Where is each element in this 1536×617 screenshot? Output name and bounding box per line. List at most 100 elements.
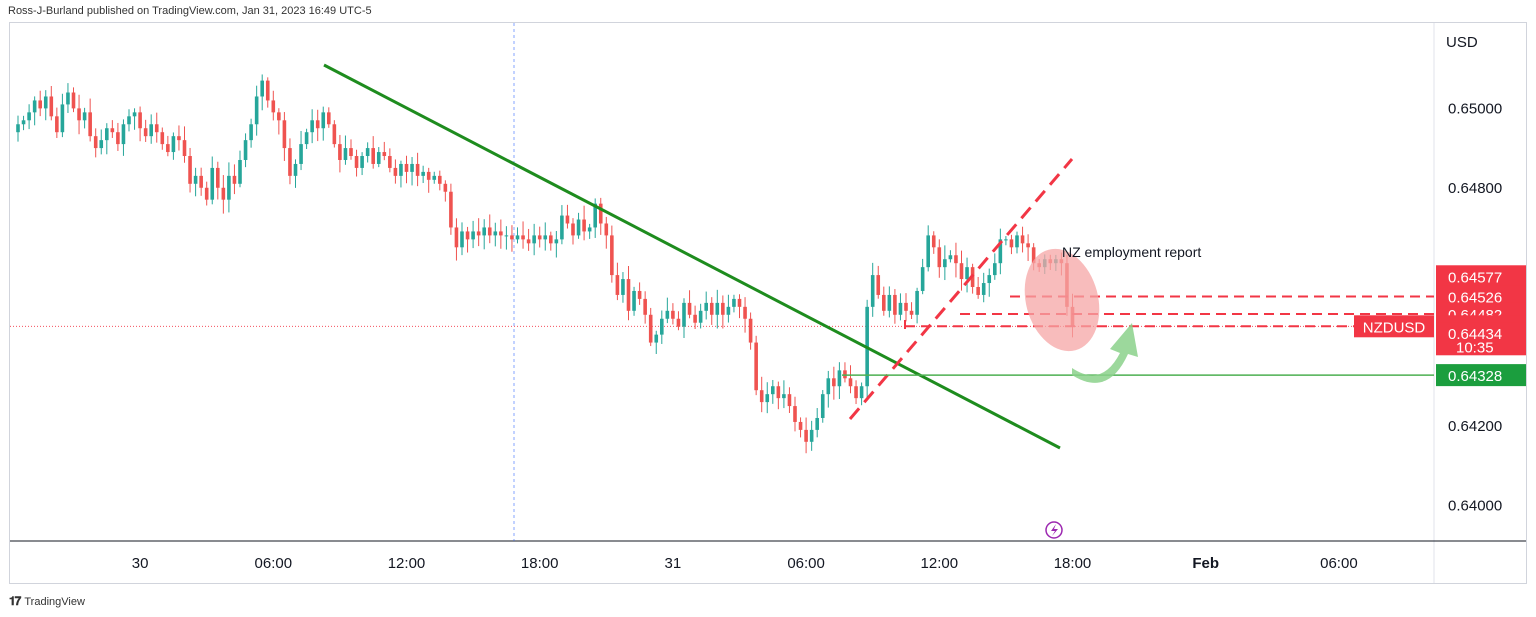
candle-body — [249, 124, 253, 141]
candle-body — [959, 263, 964, 280]
candle-body — [77, 108, 81, 121]
candle-body — [321, 112, 326, 129]
candle-body — [704, 302, 708, 311]
event-label: NZ employment report — [1062, 244, 1201, 260]
price-badge — [1436, 285, 1526, 308]
x-tick-label: 12:00 — [921, 555, 959, 572]
candle-body — [737, 298, 742, 307]
price-badge-label: 0.64434 — [1448, 326, 1502, 343]
candle-body — [576, 219, 581, 236]
candle-body — [282, 120, 287, 149]
candle-body — [354, 156, 359, 168]
candle-body — [393, 167, 398, 176]
candle-body — [32, 100, 37, 113]
candle-body — [582, 219, 586, 232]
candle-body — [748, 318, 753, 343]
candle-body — [721, 302, 725, 315]
candle-body — [537, 235, 542, 240]
candle-body — [204, 187, 209, 200]
candle-body — [998, 239, 1003, 264]
candle-body — [221, 187, 226, 200]
footer-brand[interactable]: 𝟏𝟕 TradingView — [9, 594, 85, 609]
y-tick-label: 0.65000 — [1448, 100, 1502, 117]
candle-body — [254, 96, 259, 125]
tradingview-logo-icon: 𝟏𝟕 — [9, 594, 21, 608]
candle-body — [981, 283, 986, 295]
candle-body — [260, 80, 264, 97]
candle-body — [288, 148, 292, 176]
candle-body — [293, 163, 298, 176]
candle-body — [693, 314, 697, 323]
candle-body — [632, 290, 636, 311]
x-tick-label: 18:00 — [1054, 555, 1092, 572]
price-badge — [1436, 364, 1526, 387]
candle-body — [382, 152, 387, 157]
candle-body — [66, 92, 70, 105]
candle-body — [709, 302, 714, 315]
candle-body — [1015, 235, 1019, 248]
candle-body — [660, 318, 664, 335]
candle-body — [327, 112, 331, 125]
x-tick-label: Feb — [1192, 555, 1219, 572]
candle-body — [116, 132, 120, 145]
candle-body — [743, 306, 747, 319]
candle-body — [648, 314, 653, 343]
candle-body — [904, 302, 908, 311]
candle-body — [304, 132, 309, 145]
candle-body — [349, 148, 353, 157]
candle-body — [931, 235, 936, 248]
candle-body — [715, 302, 720, 315]
candle-body — [454, 227, 459, 248]
candle-body — [171, 136, 176, 153]
currency-label: USD — [1446, 34, 1478, 51]
candle-body — [49, 96, 54, 117]
candle-body — [782, 394, 786, 399]
candle-body — [1020, 235, 1025, 244]
candle-body — [88, 112, 92, 137]
candle-body — [732, 298, 736, 307]
price-chart[interactable]: USD 0.65000 0.64800 0.64200 0.64000 30 06:00 12… — [10, 23, 1526, 583]
candle-body — [93, 136, 98, 149]
candle-body — [765, 394, 770, 403]
x-tick-label: 30 — [132, 555, 149, 572]
candle-body — [554, 239, 559, 244]
candle-body — [265, 80, 270, 101]
price-badge — [1436, 265, 1526, 288]
candle-body — [793, 406, 797, 422]
candle-body — [521, 235, 525, 240]
candle-body — [166, 144, 170, 153]
candle-body — [504, 235, 509, 237]
candle-body — [882, 294, 886, 311]
candle-body — [637, 290, 642, 299]
candle-body — [160, 132, 165, 145]
candle-body — [16, 124, 20, 133]
candle-body — [1004, 239, 1008, 241]
candle-body — [27, 112, 31, 121]
candle-body — [682, 302, 686, 327]
candle-body — [487, 227, 492, 236]
x-tick-label: 06:00 — [255, 555, 293, 572]
lightning-bolt — [1051, 524, 1058, 536]
candle-body — [371, 148, 375, 164]
candle-body — [787, 394, 792, 407]
candle-body — [154, 124, 159, 133]
symbol-badge-label: NZDUSD — [1363, 319, 1426, 336]
candle-body — [615, 275, 620, 295]
candle-body — [216, 167, 220, 188]
candle-body — [843, 370, 847, 379]
candle-body — [565, 215, 570, 224]
candle-body — [610, 235, 614, 276]
candle-body — [482, 227, 486, 236]
price-badge-label: 0.64577 — [1448, 269, 1502, 286]
candle-body — [887, 294, 892, 311]
candle-body — [376, 152, 381, 164]
candle-body — [771, 386, 775, 395]
chart-frame[interactable]: USD 0.65000 0.64800 0.64200 0.64000 30 06:00 12… — [9, 22, 1527, 584]
candle-body — [193, 175, 198, 184]
y-tick-label: 0.64800 — [1448, 180, 1502, 197]
candle-body — [1031, 247, 1036, 264]
candle-body — [499, 231, 503, 236]
candle-body — [943, 259, 947, 268]
candle-body — [898, 302, 903, 315]
candle-body — [954, 255, 958, 264]
